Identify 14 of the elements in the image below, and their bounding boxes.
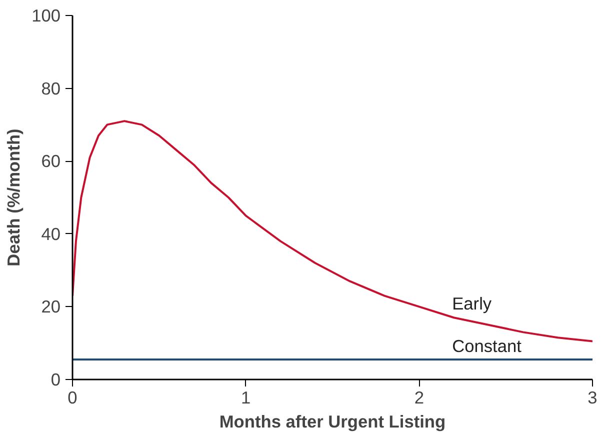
y-tick-label: 80 (41, 78, 61, 98)
series-label: Constant (452, 336, 522, 356)
x-tick-label: 0 (68, 388, 78, 408)
series-label: Early (452, 293, 492, 314)
y-tick-label: 40 (41, 224, 61, 244)
x-tick-label: 2 (414, 388, 424, 408)
x-axis-title: Months after Urgent Listing (219, 412, 446, 432)
y-axis-title: Death (%/month) (4, 128, 24, 266)
y-tick-label: 60 (41, 151, 61, 172)
y-tick-label: 20 (41, 296, 61, 317)
x-tick-label: 1 (241, 388, 251, 408)
y-tick-label: 0 (50, 370, 61, 390)
y-tick-label: 100 (32, 6, 61, 26)
x-tick-label: 3 (588, 388, 598, 408)
